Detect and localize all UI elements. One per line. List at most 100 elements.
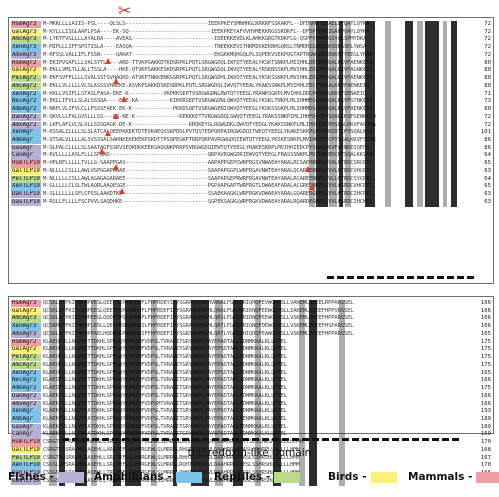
- conservation-block: [443, 21, 447, 207]
- sequence-row: M-EKFSVFFLLLLSVALSSTSVHAQKD-ATVKPTNKKENK…: [43, 75, 373, 82]
- sequence-end-number: 80: [484, 75, 491, 82]
- sequence-end-number: 166: [480, 400, 491, 407]
- species-label: AmcAgr2: [11, 82, 41, 91]
- sequence-row: M-QLPALCLLLLSLSAATAGFSSKVSEQKDKKEEKSAQGN…: [43, 144, 370, 151]
- species-label: HsmAgr2: [11, 338, 41, 346]
- sequence-end-number: 189: [480, 423, 491, 430]
- sequence-row: M-KSSALILLLLSLSLATCALQEEPKKEKTDTEVKAEQSS…: [43, 129, 373, 136]
- species-label: AmcAgr3: [11, 36, 41, 44]
- sequence-end-number: 64: [484, 152, 491, 159]
- species-label: HsmAgr3: [11, 21, 41, 29]
- sequence-row: M-LKFLAFLVLSLVLLSSSQAGK-DE-K------------…: [43, 121, 376, 128]
- conservation-block: [405, 21, 413, 207]
- species-label: XenTLP19: [11, 462, 41, 470]
- species-label: GasTLP19: [11, 198, 41, 207]
- cleavage-arrow-icon: [105, 130, 111, 136]
- species-label: GalAgr3: [11, 307, 41, 316]
- sequence-end-number: 80: [484, 106, 491, 113]
- species-label: DanAgr2: [11, 392, 41, 401]
- cleavage-arrow-icon: [119, 188, 125, 194]
- sequence-row: M-NKFLVLIFVLCLLFSSSFAEK-EK-K------------…: [43, 106, 373, 113]
- sequence-end-number: 170: [480, 462, 491, 469]
- species-label: HsmTLP19: [11, 439, 41, 447]
- sequence-row: KLAEKFVLLNLVYEATDKHLSPDGQYVPRIMFVDPSLTVR…: [43, 423, 287, 430]
- species-label: GasAgr: [11, 423, 41, 432]
- species-label: AmbAgr2: [11, 106, 41, 114]
- sequence-end-number: 72: [484, 51, 491, 58]
- domain-bar-bottom: [62, 438, 462, 441]
- conservation-block: [365, 21, 375, 207]
- cleavage-arrow-icon: [113, 78, 119, 84]
- sequence-row: M-MKKLLLLAIIS-PSL----QLSLS--------------…: [43, 21, 370, 27]
- sequence-end-number: 175: [480, 361, 491, 368]
- sequence-row: CSRGTGSFRAVMSEHASGLLSRLLPEFLLFHFQGDWLSLM…: [43, 439, 469, 446]
- sequence-row: M-HPLRFLLLLLTVLLG-SAAPPGAS--------------…: [43, 160, 373, 167]
- conservation-block: [417, 21, 423, 207]
- species-label: AmxAgr3: [11, 330, 41, 339]
- conservation-block: [173, 300, 177, 486]
- sequence-row: CSSSLGPSRAIMRRASEHLLSRLPEFLLLHFRGEWLSLMR…: [43, 462, 300, 469]
- conservation-block: [233, 300, 243, 486]
- sequence-row: KLAEQFVLLNLVYETTDKHLSPDGQYVPRIMFVDPSLTVR…: [43, 369, 287, 376]
- sequence-end-number: 175: [480, 354, 491, 361]
- species-label: GalAgr3: [11, 28, 41, 37]
- species-label: AmbAgr: [11, 137, 41, 145]
- species-label: XenTLP19: [11, 183, 41, 191]
- sequence-end-number: 167: [480, 454, 491, 461]
- species-labels-top: HsmAgr3 GalAgr3 AmcAgr3 XenAgr3 AmxAgr3 HsmAg…: [11, 21, 41, 207]
- sequence-end-number: 72: [484, 113, 491, 120]
- cleavage-arrow-icon: [99, 148, 105, 154]
- sequence-end-number: 63: [484, 191, 491, 198]
- sequence-row: M-EKLLIFVLLSLALSSSQA----EAE-KA----------…: [43, 98, 373, 105]
- species-label: PelAgr2: [11, 75, 41, 83]
- sequence-row: M-KYLLLIIGLAAFLPSA----EK-SQ-------------…: [43, 28, 370, 35]
- species-label: NecAgr2: [11, 98, 41, 106]
- species-label: HsmAgr3: [11, 300, 41, 308]
- sequence-row: CSSGSGSSRAVMRRASEHLLTRLPEFLLLHFRGEWLSLMR…: [43, 470, 300, 477]
- sequence-row: M-KKLLVSIFLLSTASLFASA-EKE-K-----------VK…: [43, 90, 367, 97]
- sequence-end-number: 159: [480, 431, 491, 438]
- legend-swatch: [370, 471, 397, 483]
- scissors-icon: ✂: [118, 1, 132, 20]
- sequence-row: CSRGTSSSRAVMQLASEHLLARLPEFLLLHFRGEWLSLMR…: [43, 446, 300, 453]
- legend-label: Fishes -: [8, 471, 54, 483]
- species-label: XenAgr3: [11, 44, 41, 52]
- species-label: GalAgr2: [11, 346, 41, 354]
- legend-swatch: [274, 471, 301, 483]
- species-label: CanAgr: [11, 431, 41, 439]
- species-label: HsmTLP19: [11, 160, 41, 168]
- species-label: XenAgr: [11, 408, 41, 416]
- sequence-end-number: 193: [480, 408, 491, 415]
- conservation-block: [299, 300, 305, 486]
- sequence-end-number: 72: [484, 21, 491, 27]
- sequence-block-top: M-MKKLLLLAIIS-PSL----QLSLS--------------…: [43, 21, 469, 207]
- sequence-end-number: 175: [480, 338, 491, 345]
- conservation-block: [49, 300, 57, 486]
- sequence-end-number: 72: [484, 28, 491, 35]
- cleavage-arrow-icon: [105, 58, 111, 64]
- sequence-row: M-QTSALVLLLLALSVSSSALSAKNKEKEKEKPSKDTTPS…: [43, 137, 376, 144]
- sequence-row: M-QKVLLLFALGVSLLLSS---AQ-NE-K-----------…: [43, 113, 376, 120]
- species-label: XenAgr2: [11, 90, 41, 98]
- sequence-row: M-EKIPVSAFLLLVALSYTL----ARD-TTVKPGAKKDTK…: [43, 59, 373, 66]
- species-label: NecAgr2: [11, 377, 41, 385]
- conservation-block: [385, 21, 391, 207]
- sequence-end-number: 101: [480, 129, 491, 136]
- sequence-end-number: 65: [484, 183, 491, 190]
- conservation-block: [273, 300, 281, 486]
- sequence-end-number: 72: [484, 44, 491, 51]
- sequence-end-number: 80: [484, 67, 491, 74]
- species-label: DanTLP19: [11, 470, 41, 478]
- species-label: DanTLP19: [11, 191, 41, 199]
- sequence-row: KLAEQFVLLNLVYETTDKHLSPDGQYVPRIMFVDPSLTVR…: [43, 385, 287, 392]
- sequence-row: M-LYRTFVGLLLLAYALRA----AVEAS------------…: [43, 36, 367, 43]
- sequence-row: M-RSLLFLLLLFSCPVVLSAQDHKE---------------…: [43, 198, 373, 205]
- sequence-end-number: 166: [480, 315, 491, 322]
- sequence-row: M-SLLLLLLLSFLCPSSLAAKDTKE---------------…: [43, 191, 373, 198]
- legend-item: Birds -: [328, 471, 397, 483]
- alignment-panel-bottom: HsmAgr3 GalAgr3 AmcAgr3 XenAgr3 AmxAgr3 HsmAg…: [8, 296, 494, 486]
- sequence-row: KLAEQFVLLNLVYETTDKHLSPDGQYVPRIMFVDPSLTVR…: [43, 346, 287, 353]
- sequence-row: M-EKLLVMLTLLALLTSSLA----HKE-QTVKPSAKKESK…: [43, 67, 373, 74]
- sequence-end-number: 165: [480, 369, 491, 376]
- sequence-row: M-GLLLLLCLSLTWLAQRLAAQESGE--------------…: [43, 183, 373, 190]
